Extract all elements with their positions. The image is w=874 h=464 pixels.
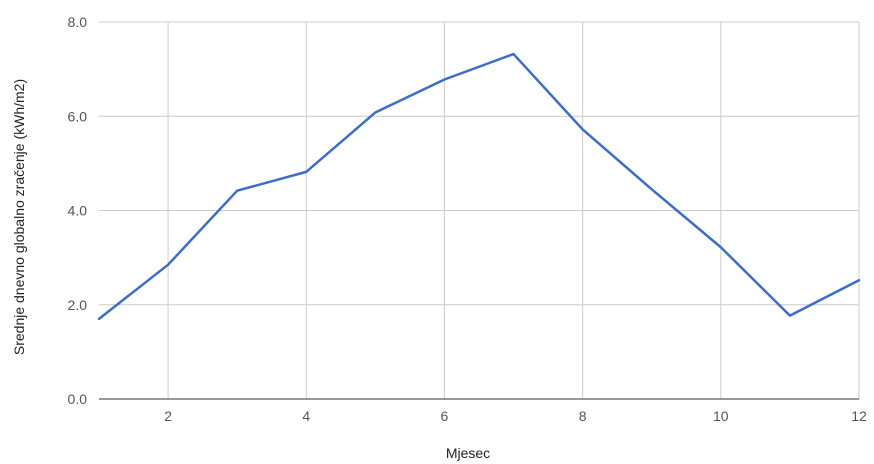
x-tick-label: 2 [164,408,172,424]
y-tick-label: 8.0 [68,14,88,30]
y-axis-title: Srednje dnevno globalno zračenje (kWh/m2… [11,79,27,355]
x-tick-label: 4 [302,408,310,424]
y-tick-label: 2.0 [68,297,88,313]
y-tick-label: 0.0 [68,391,88,407]
x-tick-label: 6 [441,408,449,424]
x-tick-label: 12 [851,408,867,424]
grid-layer [99,21,860,400]
y-tick-label: 6.0 [68,108,88,124]
series-layer [97,52,861,321]
series-line [97,52,861,321]
x-axis-title: Mjesec [446,445,490,461]
y-tick-label: 4.0 [68,203,88,219]
x-tick-label: 8 [579,408,587,424]
x-tick-label: 10 [713,408,729,424]
tick-labels: 0.0 2.0 4.0 6.0 8.0 2 4 6 8 10 12 [68,14,867,424]
